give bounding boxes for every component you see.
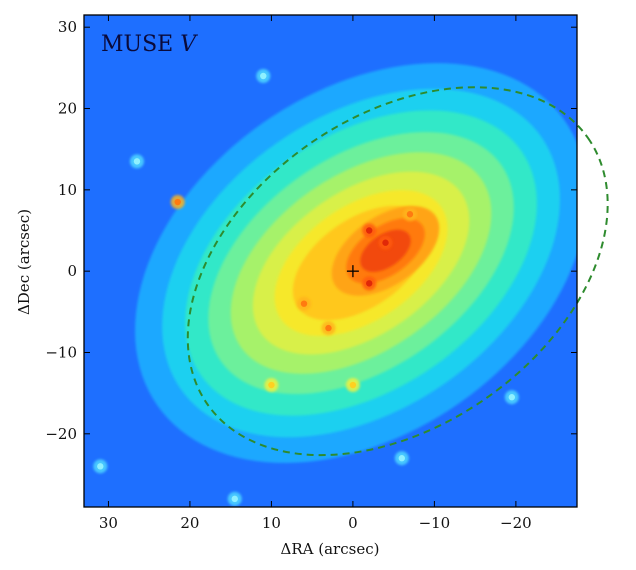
x-axis-ticks: 30 20 10 0 −10 −20 <box>99 15 532 532</box>
point-source-14 <box>394 451 409 466</box>
y-tick-label: −20 <box>45 425 77 443</box>
center-marker <box>346 265 359 278</box>
point-source-core <box>382 239 389 246</box>
point-source-8 <box>362 223 377 238</box>
x-tick-label: −10 <box>419 514 451 532</box>
y-axis-label: ΔDec (arcsec) <box>15 209 33 315</box>
point-source-core <box>406 211 414 218</box>
x-tick-label: 20 <box>180 514 199 532</box>
panel-label-instrument: MUSE <box>101 32 173 57</box>
point-source-12 <box>93 459 108 474</box>
point-source-core <box>508 394 516 401</box>
point-source-core <box>300 300 308 307</box>
y-tick-label: 30 <box>58 18 77 36</box>
point-source-10 <box>129 154 144 169</box>
y-tick-label: 20 <box>58 100 77 118</box>
x-tick-label: 10 <box>262 514 281 532</box>
point-source-core <box>325 324 332 332</box>
x-axis-label: ΔRA (arcsec) <box>281 540 380 558</box>
point-source-13 <box>227 491 242 506</box>
point-source-1 <box>170 195 185 210</box>
y-tick-label: −10 <box>45 343 77 361</box>
point-source-core <box>260 72 267 80</box>
x-tick-label: 0 <box>348 514 358 532</box>
plot-frame <box>83 14 578 508</box>
point-source-core <box>398 455 406 462</box>
point-source-6 <box>362 276 377 291</box>
point-source-4 <box>321 321 336 336</box>
x-tick-label: −20 <box>500 514 532 532</box>
point-source-11 <box>504 390 519 405</box>
aperture-ellipse <box>186 86 609 457</box>
point-source-core <box>133 158 141 165</box>
point-source-9 <box>402 207 417 222</box>
y-tick-label: 10 <box>58 181 77 199</box>
point-source-3 <box>345 378 360 393</box>
y-axis-ticks: 30 20 10 0 −10 −20 <box>45 18 577 443</box>
point-source-core <box>366 227 373 234</box>
panel-label-band: V <box>180 32 198 57</box>
bulge-core-3 <box>360 229 411 272</box>
point-source-7 <box>378 235 393 250</box>
point-source-core <box>174 198 181 206</box>
x-tick-label: 30 <box>99 514 118 532</box>
point-source-core <box>231 495 238 503</box>
y-tick-label: 0 <box>67 262 77 280</box>
panel-label: MUSE V <box>101 32 198 57</box>
point-source-core <box>268 381 275 389</box>
point-source-core <box>366 280 373 287</box>
point-source-core <box>97 463 104 470</box>
point-source-5 <box>297 296 312 311</box>
point-source-15 <box>256 68 271 83</box>
point-sources <box>93 68 519 506</box>
point-source-2 <box>264 378 279 393</box>
point-source-core <box>349 381 357 389</box>
